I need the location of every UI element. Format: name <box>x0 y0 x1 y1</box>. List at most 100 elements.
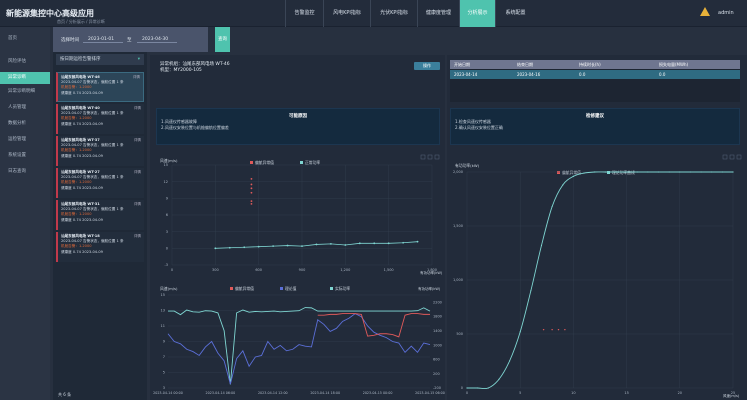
cause-line: 1.风速仪传感器故障 <box>161 119 197 124</box>
data-point <box>301 245 303 248</box>
y-tick-label: 0 <box>166 247 168 251</box>
y-tick-label: 5 <box>163 371 165 375</box>
y-tick-label: 3 <box>163 386 165 390</box>
data-point <box>387 242 390 245</box>
data-point <box>721 171 723 173</box>
x-tick-label: 1,500 <box>384 268 394 272</box>
card-detail-link[interactable]: 详情 <box>133 106 141 110</box>
data-point <box>250 187 253 190</box>
data-point <box>477 387 479 389</box>
data-point <box>626 171 628 173</box>
alarm-card[interactable]: 汕尾东部风电场 WT-27 详情 2023-04-07 告警状态，偏航位置 1 … <box>56 168 144 198</box>
x-axis-label: 有功功率(kW) <box>420 270 443 275</box>
data-point <box>551 328 553 331</box>
data-point <box>250 191 253 194</box>
x-tick-label: 25 <box>731 391 735 395</box>
sidebar-item[interactable]: 异常诊断 <box>0 72 50 84</box>
end-date-input[interactable]: 2023-04-30 <box>137 37 177 43</box>
turbine-model: 机型：MY2000-105 <box>160 68 202 73</box>
card-detail-link[interactable]: 详情 <box>133 170 141 174</box>
nav-wind-kpi[interactable]: 风电KPI指标 <box>323 0 370 27</box>
y-right-axis-label: 有功功率(kW) <box>418 286 441 291</box>
nav-pv-kpi[interactable]: 光伏KPI指标 <box>370 0 417 27</box>
action-dropdown-button[interactable]: 操作 <box>414 62 440 70</box>
nav-alarm[interactable]: 告警监控 <box>285 0 323 27</box>
data-point <box>498 378 500 380</box>
card-title: 汕尾东部风电场 WT-27 <box>61 170 100 174</box>
sidebar-item[interactable]: 人员管理 <box>8 105 26 110</box>
user-name[interactable]: admin <box>718 10 734 16</box>
timeseries-chart: 风速(m/s) 有功功率(kW) 偏航异常值 理论值 实际功率 3 5 7 9 11 13 15 -20… <box>153 286 445 395</box>
x-tick-label: 0 <box>466 391 468 395</box>
sidebar-item[interactable]: 首页 <box>8 36 17 41</box>
cause-line: 2.风速仪安装位置与机舱偏航位置偏差 <box>161 124 229 130</box>
sidebar-item[interactable]: 系统设置 <box>8 153 26 158</box>
card-line: 2023-04-07 告警状态，偏航位置 1 条 <box>61 207 124 212</box>
y-tick-label: 9 <box>163 340 165 344</box>
series-line <box>317 313 430 338</box>
series-line <box>168 307 431 385</box>
card-alarm: 机舱告警：1.2000 <box>61 244 92 249</box>
alarm-card[interactable]: 汕尾东部风电场 WT-40 详情 2023-04-07 告警状态，偏航位置 1 … <box>56 104 144 134</box>
table-header: 损失电量(MWh) <box>655 60 740 69</box>
card-title: 汕尾东部风电场 WT-37 <box>61 138 100 142</box>
x-tick-label: 1,200 <box>340 268 350 272</box>
sidebar-item[interactable]: 运检管理 <box>8 137 26 142</box>
power-curve-chart: 有功功率(kW) 风速(m/s) 偏航异常值 理论功率曲线 0 500 1,000 1,500… <box>453 154 742 398</box>
nav-analysis[interactable]: 分析展示 <box>459 0 495 27</box>
data-point <box>604 171 606 173</box>
table-header: 结束日期 <box>513 60 575 69</box>
data-point <box>358 242 361 245</box>
x-tick-label: 300 <box>212 268 219 272</box>
alarm-card[interactable]: 汕尾东部风电场 WT-37 详情 2023-04-07 告警状态，偏航位置 1 … <box>56 136 144 166</box>
data-point <box>562 184 564 186</box>
x-tick-label: 1,800 <box>427 268 437 272</box>
data-point <box>564 328 566 331</box>
data-point <box>557 328 560 331</box>
card-detail-link[interactable]: 详情 <box>132 75 140 79</box>
advice-line: 2.确认风速仪安装位置正确 <box>455 124 503 130</box>
legend-marker <box>330 287 333 290</box>
y-tick-label: 12 <box>164 180 168 184</box>
filter-label: 选择时间 <box>61 38 79 43</box>
card-detail-link[interactable]: 详情 <box>133 202 141 206</box>
alarm-card[interactable]: 汕尾东部风电场 WT-31 详情 2023-04-07 告警状态，偏航位置 1 … <box>56 200 144 230</box>
legend-marker <box>250 161 253 164</box>
card-alarm: 机舱告警：1.2000 <box>61 116 92 121</box>
x-tick-label: 2023-04-15 06:00 <box>415 391 445 395</box>
event-table: 开始日期 结束日期 持续时长(h) 损失电量(MWh) 2023-04-14 2… <box>450 60 740 102</box>
data-point <box>583 172 585 174</box>
data-point <box>329 242 332 245</box>
start-date-input[interactable]: 2023-01-01 <box>83 37 123 43</box>
sidebar-item[interactable]: 日志查询 <box>8 169 26 174</box>
alarm-card[interactable]: 汕尾东部风电场 WT-46 详情 2023-04-07 告警状态，偏航位置 1 … <box>56 72 144 102</box>
y-tick-label: 11 <box>161 324 165 328</box>
nav-health[interactable]: 健康度管理 <box>417 0 459 27</box>
sidebar-item[interactable]: 异常诊断明细 <box>8 89 35 94</box>
cause-title: 可能原因 <box>289 114 307 119</box>
nav-system[interactable]: 系统配置 <box>495 0 535 27</box>
card-health: 健康度 0.74 2023-04-09 <box>61 249 103 254</box>
y-tick-label: 13 <box>161 309 165 313</box>
sidebar-item[interactable]: 数据分析 <box>8 121 26 126</box>
list-sort-select[interactable]: 按日期运检告警排序 ▾ <box>56 54 144 65</box>
x-tick-label: 2023-04-14 00:00 <box>153 391 183 395</box>
sidebar-item[interactable]: 风险评估 <box>8 59 26 64</box>
data-point <box>732 171 734 173</box>
warning-icon[interactable] <box>700 7 710 16</box>
cause-box: 可能原因 1.风速仪传感器故障 2.风速仪安装位置与机舱偏航位置偏差 <box>156 108 440 145</box>
y-tick-label: 7 <box>163 355 165 359</box>
data-point <box>711 171 713 173</box>
top-header: 新能源集控中心高级应用 告警监控 风电KPI指标 光伏KPI指标 健康度管理 分… <box>0 0 747 27</box>
card-detail-link[interactable]: 详情 <box>133 138 141 142</box>
list-title: 按日期运检告警排序 <box>60 57 101 62</box>
table-cell: 2023-04-16 <box>513 70 575 79</box>
data-point <box>551 205 553 208</box>
card-detail-link[interactable]: 详情 <box>133 234 141 238</box>
data-point <box>657 171 660 173</box>
query-button[interactable]: 查询 <box>215 27 230 52</box>
alarm-card[interactable]: 汕尾东部风电场 WT-18 详情 2023-04-07 告警状态，偏航位置 1 … <box>56 232 144 262</box>
legend-label: 偏航异常值 <box>255 160 274 165</box>
toolbox-icon <box>434 154 440 160</box>
y-tick-label: 1,000 <box>453 278 463 282</box>
